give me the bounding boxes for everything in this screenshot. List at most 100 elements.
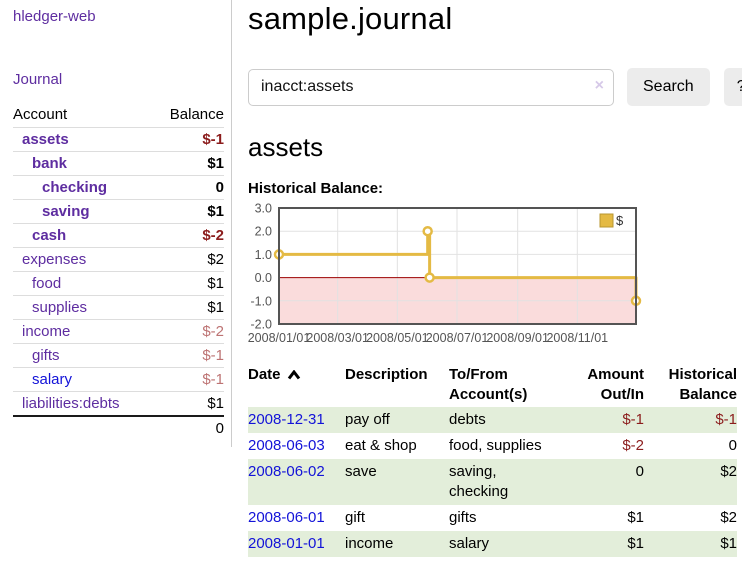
register-accounts: debts (449, 407, 567, 433)
account-row: salary $-1 (13, 368, 224, 392)
account-row: bank $1 (13, 152, 224, 176)
account-column-header: Account (13, 102, 153, 128)
account-balance: $-1 (153, 344, 224, 368)
search-bar: × Search ? (248, 68, 742, 106)
account-link-income[interactable]: income (13, 323, 70, 340)
register-description: gift (345, 505, 449, 531)
svg-text:2.0: 2.0 (255, 225, 272, 239)
svg-text:$: $ (616, 213, 624, 228)
account-balance: $1 (153, 200, 224, 224)
chevron-up-icon (287, 366, 301, 386)
register-accounts: food, supplies (449, 433, 567, 459)
account-row: food $1 (13, 272, 224, 296)
register-balance: $2 (644, 459, 737, 505)
main-content: sample.journal × Search ? assets Histori… (232, 0, 742, 557)
balance-column-header-register: Historical Balance (644, 363, 737, 407)
search-input-wrap: × (248, 69, 614, 106)
register-date-link[interactable]: 2008-06-03 (248, 437, 325, 454)
account-balance: $-2 (153, 224, 224, 248)
svg-text:-1.0: -1.0 (250, 294, 272, 308)
account-row: expenses $2 (13, 248, 224, 272)
account-row: cash $-2 (13, 224, 224, 248)
search-button[interactable]: Search (627, 68, 710, 106)
register-header-row: Date Description To/From Account(s) Amou… (248, 363, 737, 407)
historical-balance-chart: $3.02.01.00.0-1.0-2.02008/01/012008/03/0… (248, 203, 742, 350)
sidebar: hledger-web Journal Account Balance asse… (0, 0, 232, 447)
register-date-link[interactable]: 2008-06-01 (248, 509, 325, 526)
account-balance: $-2 (153, 320, 224, 344)
balance-column-header: Balance (153, 102, 224, 128)
register-table: Date Description To/From Account(s) Amou… (248, 363, 737, 557)
app-title-link[interactable]: hledger-web (13, 8, 224, 25)
register-date-link[interactable]: 2008-01-01 (248, 535, 325, 552)
account-total-row: 0 (13, 416, 224, 440)
svg-text:2008/09/01: 2008/09/01 (486, 331, 549, 345)
register-amount: $1 (567, 531, 644, 557)
account-total-balance: 0 (153, 416, 224, 440)
register-description: pay off (345, 407, 449, 433)
register-accounts: salary (449, 531, 567, 557)
register-row: 2008-01-01incomesalary$1$1 (248, 531, 737, 557)
register-table-body: 2008-12-31pay offdebts$-1$-12008-06-03ea… (248, 407, 737, 557)
svg-text:1.0: 1.0 (255, 248, 272, 262)
register-balance: $2 (644, 505, 737, 531)
account-table-body: assets$-1bank$1checking0saving$1cash$-2e… (13, 128, 224, 417)
register-date-link[interactable]: 2008-12-31 (248, 411, 325, 428)
account-row: supplies $1 (13, 296, 224, 320)
svg-text:2008/01/01: 2008/01/01 (248, 331, 310, 345)
svg-text:2008/03/01: 2008/03/01 (306, 331, 369, 345)
svg-text:-2.0: -2.0 (250, 318, 272, 332)
account-link-saving[interactable]: saving (13, 203, 90, 220)
account-row: assets $-1 (13, 128, 224, 152)
svg-text:0.0: 0.0 (255, 271, 272, 285)
search-input[interactable] (248, 69, 614, 106)
register-balance: $1 (644, 531, 737, 557)
register-row: 2008-06-01 giftgifts$1$2 (248, 505, 737, 531)
account-row: saving $1 (13, 200, 224, 224)
svg-text:2008/07/01: 2008/07/01 (426, 331, 489, 345)
account-balance: $1 (153, 272, 224, 296)
clear-search-icon[interactable]: × (595, 78, 604, 94)
account-balance: $-1 (153, 368, 224, 392)
account-link-checking[interactable]: checking (13, 179, 107, 196)
register-row: 2008-06-03 eat & shopfood, supplies$-20 (248, 433, 737, 459)
register-amount: $1 (567, 505, 644, 531)
svg-text:2008/11/01: 2008/11/01 (546, 331, 608, 345)
account-link-salary[interactable]: salary (13, 371, 72, 388)
accounts-column-header: To/From Account(s) (449, 363, 567, 407)
account-link-bank[interactable]: bank (13, 155, 67, 172)
help-button[interactable]: ? (724, 68, 742, 106)
account-balance: $2 (153, 248, 224, 272)
register-row: 2008-06-02savesaving, checking0$2 (248, 459, 737, 505)
register-description: eat & shop (345, 433, 449, 459)
register-balance: $-1 (644, 407, 737, 433)
account-link-food[interactable]: food (13, 275, 61, 292)
description-column-header: Description (345, 363, 449, 407)
register-accounts: saving, checking (449, 459, 567, 505)
account-link-supplies[interactable]: supplies (13, 299, 87, 316)
app-window: hledger-web Journal Account Balance asse… (0, 0, 742, 557)
account-link-cash[interactable]: cash (13, 227, 66, 244)
register-row: 2008-12-31pay offdebts$-1$-1 (248, 407, 737, 433)
svg-text:2008/05/01: 2008/05/01 (366, 331, 429, 345)
account-link-liabilities-debts[interactable]: liabilities:debts (13, 395, 120, 412)
account-balance: $1 (153, 296, 224, 320)
account-row: liabilities:debts$1 (13, 392, 224, 417)
register-amount: $-1 (567, 407, 644, 433)
register-balance: 0 (644, 433, 737, 459)
register-accounts: gifts (449, 505, 567, 531)
register-description: income (345, 531, 449, 557)
date-column-header[interactable]: Date (248, 363, 345, 407)
register-amount: $-2 (567, 433, 644, 459)
account-link-assets[interactable]: assets (13, 131, 69, 148)
sidebar-item-journal[interactable]: Journal (13, 71, 224, 88)
account-balance: $-1 (153, 128, 224, 152)
account-row: checking0 (13, 176, 224, 200)
account-balance-table: Account Balance assets$-1bank$1checking0… (13, 102, 224, 440)
account-row: gifts $-1 (13, 344, 224, 368)
account-link-gifts[interactable]: gifts (13, 347, 60, 364)
account-balance: $1 (153, 152, 224, 176)
amount-column-header: Amount Out/In (567, 363, 644, 407)
register-date-link[interactable]: 2008-06-02 (248, 463, 325, 480)
account-link-expenses[interactable]: expenses (13, 251, 86, 268)
